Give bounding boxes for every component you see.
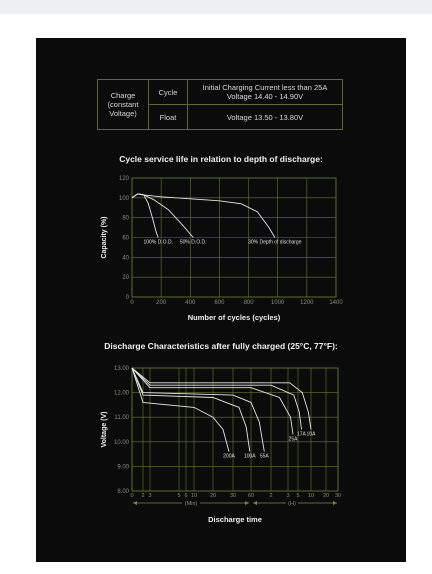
discharge-chart: 0 2 3 5 6 10 20 30 60 2 3 5 10 20 3013.0012.0011.0010.…: [101, 366, 341, 524]
charge-header-line: Voltage): [109, 109, 137, 118]
y-tick-label: 13.00: [114, 366, 130, 372]
series-label: 25A: [289, 436, 299, 442]
series-label: 50% D.O.D.: [180, 240, 207, 246]
x-tick-label: 20: [210, 493, 216, 499]
y-tick-label: 11.00: [114, 415, 129, 421]
x-tick-label: 30: [335, 493, 341, 499]
series-label: 10A: [307, 432, 317, 438]
x-tick-label: 10: [308, 493, 314, 499]
series-label: 200A: [223, 454, 235, 460]
x-tick-label: 60: [248, 493, 254, 499]
discharge-curve: [131, 367, 265, 452]
y-tick-label: 100: [119, 196, 130, 202]
min-unit-label: (Min): [185, 501, 198, 507]
y-tick-label: 9.00: [117, 464, 129, 470]
y-tick-label: 60: [122, 236, 129, 242]
y-axis-label: Capacity (%): [101, 216, 108, 258]
y-tick-label: 8.00: [117, 489, 129, 495]
x-axis-label: Number of cycles (cycles): [188, 313, 281, 322]
charge-header-line: Charge: [110, 91, 136, 100]
x-tick-label: 200: [156, 300, 167, 306]
cycle-life-chart-title: Cycle service life in relation to depth …: [119, 154, 323, 164]
y-tick-label: 20: [122, 275, 129, 281]
charge-spec-table: Charge (constant Voltage) Cycle Initial …: [97, 79, 343, 130]
y-tick-label: 120: [119, 176, 130, 182]
min-range-arrow-left: [133, 501, 137, 505]
cycle-value-cell: Initial Charging Current less than 25A V…: [187, 79, 343, 105]
x-tick-label: 0: [130, 493, 133, 499]
dod-curve: [131, 193, 194, 238]
x-tick-label: 5: [177, 493, 180, 499]
discharge-curve: [131, 367, 302, 430]
charge-header-line: (constant: [107, 100, 139, 109]
cycle-life-chart: 0 200 400 600 800 1000 1200 1400 0 20 40 60 80 100 120…: [101, 176, 343, 322]
min-range-arrow-right: [245, 501, 249, 505]
cycle-mode-cell: Cycle: [148, 79, 188, 105]
series-label: 100A: [244, 454, 256, 460]
hour-range-arrow-left: [253, 501, 257, 505]
x-tick-label: 30: [230, 493, 236, 499]
x-axis-label: Discharge time: [208, 515, 262, 524]
plot-frame: [131, 367, 339, 492]
hour-range-label-bg: [286, 499, 298, 507]
series-label: 17A: [297, 432, 307, 438]
y-tick-label: 80: [122, 216, 129, 222]
x-tick-label: 5: [296, 493, 299, 499]
x-tick-label: 0: [130, 300, 134, 306]
series-label: 55A: [260, 454, 270, 460]
discharge-curve: [131, 367, 230, 452]
charge-header-cell: Charge (constant Voltage): [97, 79, 149, 130]
x-tick-label: 2: [141, 493, 144, 499]
series-label: 100% D.O.D.: [143, 240, 172, 246]
product-spec-panel: Charge (constant Voltage) Cycle Initial …: [36, 38, 406, 562]
discharge-chart-title: Discharge Characteristics after fully ch…: [104, 341, 338, 351]
y-tick-label: 10.00: [114, 440, 130, 446]
cycle-value-line: Initial Charging Current less than 25A: [202, 83, 328, 92]
y-tick-label: 0: [126, 295, 130, 301]
x-tick-label: 3: [286, 493, 289, 499]
x-tick-label: 1000: [271, 300, 285, 306]
x-tick-label: 1200: [300, 300, 314, 306]
series-label: 30% Depth of discharge: [248, 240, 302, 246]
x-tick-label: 800: [244, 300, 255, 306]
dod-curve: [131, 193, 276, 238]
x-tick-label: 600: [214, 300, 225, 306]
y-tick-label: 40: [122, 255, 129, 261]
x-tick-label: 2: [269, 493, 272, 499]
discharge-curve: [131, 367, 251, 452]
x-tick-label: 400: [185, 300, 196, 306]
x-tick-label: 20: [323, 493, 329, 499]
x-tick-label: 1400: [329, 300, 343, 306]
min-range-label-bg: [182, 499, 200, 507]
x-tick-label: 3: [148, 493, 151, 499]
float-value-cell: Voltage 13.50 - 13.80V: [187, 104, 343, 130]
browser-top-bar: [0, 0, 432, 14]
discharge-curve: [131, 367, 312, 430]
hour-range-arrow-right: [333, 501, 337, 505]
cycle-value-line: Voltage 14.40 - 14.90V: [226, 92, 304, 101]
x-tick-label: 6: [184, 493, 187, 499]
hour-unit-label: (H): [288, 501, 296, 507]
float-mode-cell: Float: [148, 104, 188, 130]
discharge-curve: [131, 367, 294, 435]
y-tick-label: 12.00: [114, 391, 130, 397]
y-axis-label: Voltage (V): [101, 411, 108, 447]
x-tick-label: 10: [191, 493, 197, 499]
